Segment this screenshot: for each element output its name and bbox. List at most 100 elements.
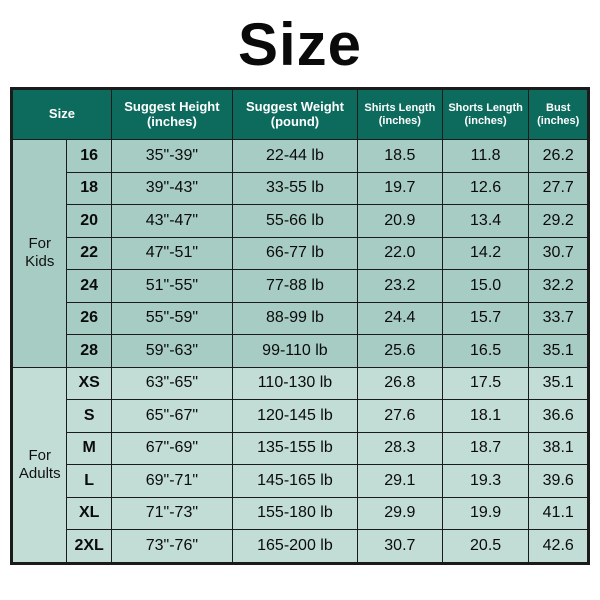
cell-shorts: 19.9 <box>442 497 529 530</box>
cell-bust: 42.6 <box>529 530 588 563</box>
cell-size: L <box>67 465 111 498</box>
table-row: 22 47"-51" 66-77 lb 22.0 14.2 30.7 <box>13 237 588 270</box>
cell-bust: 27.7 <box>529 172 588 205</box>
cell-shorts: 19.3 <box>442 465 529 498</box>
cell-size: 26 <box>67 302 111 335</box>
cell-bust: 39.6 <box>529 465 588 498</box>
cell-shorts: 20.5 <box>442 530 529 563</box>
cell-weight: 55-66 lb <box>232 205 357 238</box>
table-row: For Kids 16 35"-39" 22-44 lb 18.5 11.8 2… <box>13 140 588 173</box>
col-bust: Bust (inches) <box>529 90 588 140</box>
cell-shirts: 30.7 <box>357 530 442 563</box>
cell-shirts: 18.5 <box>357 140 442 173</box>
cell-weight: 145-165 lb <box>232 465 357 498</box>
cell-weight: 66-77 lb <box>232 237 357 270</box>
cell-size: M <box>67 432 111 465</box>
size-table-container: Size Suggest Height (inches) Suggest Wei… <box>10 87 590 565</box>
cell-weight: 99-110 lb <box>232 335 357 368</box>
cell-shirts: 23.2 <box>357 270 442 303</box>
table-row: 24 51"-55" 77-88 lb 23.2 15.0 32.2 <box>13 270 588 303</box>
cell-shirts: 28.3 <box>357 432 442 465</box>
cell-height: 67"-69" <box>111 432 232 465</box>
cell-size: 18 <box>67 172 111 205</box>
cell-height: 35"-39" <box>111 140 232 173</box>
cell-bust: 41.1 <box>529 497 588 530</box>
cell-bust: 32.2 <box>529 270 588 303</box>
cell-height: 55"-59" <box>111 302 232 335</box>
cell-shorts: 14.2 <box>442 237 529 270</box>
group-adults: For Adults XS 63"-65" 110-130 lb 26.8 17… <box>13 367 588 562</box>
cell-weight: 77-88 lb <box>232 270 357 303</box>
cell-shirts: 24.4 <box>357 302 442 335</box>
cell-height: 43"-47" <box>111 205 232 238</box>
table-row: M 67"-69" 135-155 lb 28.3 18.7 38.1 <box>13 432 588 465</box>
page-title: Size <box>0 0 600 87</box>
table-row: 20 43"-47" 55-66 lb 20.9 13.4 29.2 <box>13 205 588 238</box>
size-table: Size Suggest Height (inches) Suggest Wei… <box>12 89 588 563</box>
col-size: Size <box>13 90 112 140</box>
table-row: S 65"-67" 120-145 lb 27.6 18.1 36.6 <box>13 400 588 433</box>
cell-shorts: 15.7 <box>442 302 529 335</box>
cell-size: XS <box>67 367 111 400</box>
table-row: XL 71"-73" 155-180 lb 29.9 19.9 41.1 <box>13 497 588 530</box>
table-row: 28 59"-63" 99-110 lb 25.6 16.5 35.1 <box>13 335 588 368</box>
cell-bust: 30.7 <box>529 237 588 270</box>
cell-shorts: 18.7 <box>442 432 529 465</box>
cell-bust: 33.7 <box>529 302 588 335</box>
cell-weight: 110-130 lb <box>232 367 357 400</box>
cell-shorts: 15.0 <box>442 270 529 303</box>
col-height: Suggest Height (inches) <box>111 90 232 140</box>
group-label-adults: For Adults <box>13 367 67 562</box>
cell-height: 51"-55" <box>111 270 232 303</box>
cell-shirts: 19.7 <box>357 172 442 205</box>
cell-weight: 155-180 lb <box>232 497 357 530</box>
cell-shirts: 29.1 <box>357 465 442 498</box>
cell-bust: 35.1 <box>529 335 588 368</box>
table-row: For Adults XS 63"-65" 110-130 lb 26.8 17… <box>13 367 588 400</box>
cell-weight: 135-155 lb <box>232 432 357 465</box>
cell-weight: 165-200 lb <box>232 530 357 563</box>
cell-weight: 22-44 lb <box>232 140 357 173</box>
group-kids: For Kids 16 35"-39" 22-44 lb 18.5 11.8 2… <box>13 140 588 368</box>
table-row: L 69"-71" 145-165 lb 29.1 19.3 39.6 <box>13 465 588 498</box>
cell-size: 20 <box>67 205 111 238</box>
cell-size: 2XL <box>67 530 111 563</box>
cell-shorts: 13.4 <box>442 205 529 238</box>
cell-size: S <box>67 400 111 433</box>
cell-size: 16 <box>67 140 111 173</box>
cell-shorts: 16.5 <box>442 335 529 368</box>
cell-size: 28 <box>67 335 111 368</box>
cell-shorts: 11.8 <box>442 140 529 173</box>
table-row: 2XL 73"-76" 165-200 lb 30.7 20.5 42.6 <box>13 530 588 563</box>
table-header: Size Suggest Height (inches) Suggest Wei… <box>13 90 588 140</box>
cell-weight: 120-145 lb <box>232 400 357 433</box>
cell-height: 65"-67" <box>111 400 232 433</box>
cell-height: 39"-43" <box>111 172 232 205</box>
cell-shirts: 25.6 <box>357 335 442 368</box>
col-weight: Suggest Weight (pound) <box>232 90 357 140</box>
col-shirts: Shirts Length (inches) <box>357 90 442 140</box>
group-label-kids: For Kids <box>13 140 67 368</box>
cell-height: 71"-73" <box>111 497 232 530</box>
cell-size: 22 <box>67 237 111 270</box>
cell-size: 24 <box>67 270 111 303</box>
cell-shorts: 18.1 <box>442 400 529 433</box>
cell-shirts: 20.9 <box>357 205 442 238</box>
table-row: 18 39"-43" 33-55 lb 19.7 12.6 27.7 <box>13 172 588 205</box>
size-chart-card: Size Size Suggest Height (inches) Sugges… <box>0 0 600 600</box>
cell-weight: 88-99 lb <box>232 302 357 335</box>
cell-shirts: 27.6 <box>357 400 442 433</box>
cell-height: 63"-65" <box>111 367 232 400</box>
cell-bust: 35.1 <box>529 367 588 400</box>
cell-bust: 29.2 <box>529 205 588 238</box>
cell-shirts: 29.9 <box>357 497 442 530</box>
cell-size: XL <box>67 497 111 530</box>
cell-shirts: 26.8 <box>357 367 442 400</box>
cell-height: 47"-51" <box>111 237 232 270</box>
cell-height: 73"-76" <box>111 530 232 563</box>
cell-bust: 26.2 <box>529 140 588 173</box>
col-shorts: Shorts Length (inches) <box>442 90 529 140</box>
table-row: 26 55"-59" 88-99 lb 24.4 15.7 33.7 <box>13 302 588 335</box>
cell-weight: 33-55 lb <box>232 172 357 205</box>
cell-shorts: 12.6 <box>442 172 529 205</box>
